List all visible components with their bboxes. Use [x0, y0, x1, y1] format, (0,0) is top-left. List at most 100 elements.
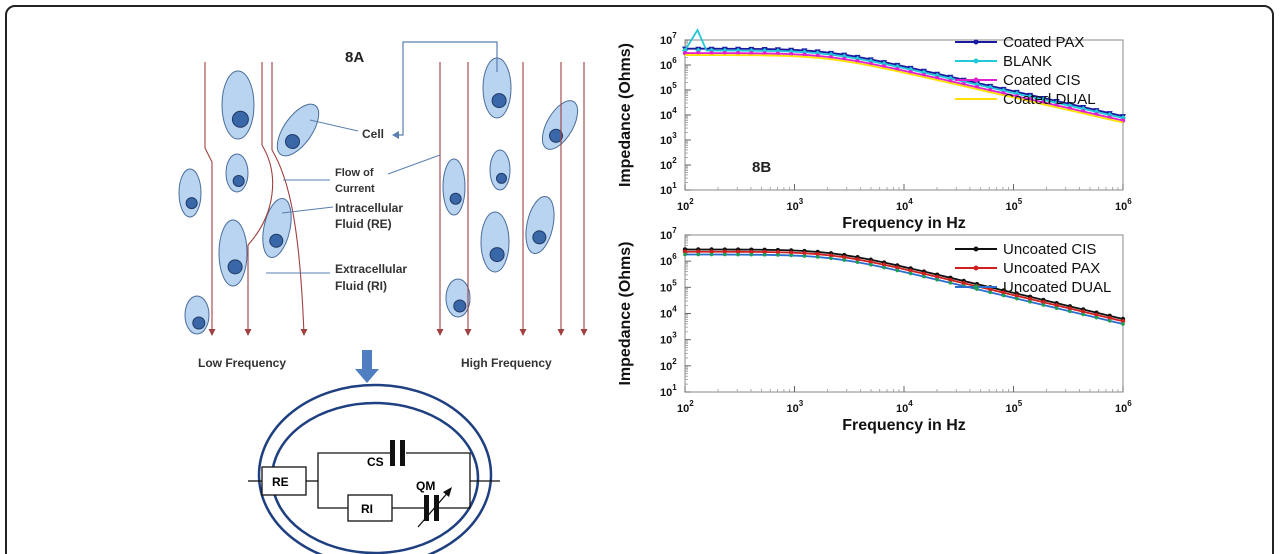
series-marker: [895, 268, 900, 273]
cell-body: [218, 219, 248, 287]
current-arrow-7: [557, 329, 565, 336]
series-marker: [696, 249, 701, 254]
capacitor-qm-plate-2: [434, 495, 439, 521]
series-marker: [1107, 319, 1112, 323]
wire-upper-branch-right: [406, 452, 471, 481]
y-axis-label: Impedance (Ohms): [617, 241, 634, 385]
series-marker: [988, 287, 993, 292]
series-marker: [842, 258, 847, 262]
intra-pointer: [281, 206, 334, 214]
x-tick-label: 102: [677, 399, 694, 415]
chart-bottom: 102 103 104 105 106101102103104105106107Freq…: [617, 226, 1132, 434]
legend-label: Uncoated PAX: [1003, 260, 1100, 277]
y-tick-label: 107: [660, 226, 677, 242]
cell-connector-arrow: [392, 131, 399, 139]
series-marker: [1081, 312, 1085, 317]
wire-qm-right: [439, 481, 471, 509]
cell-body: [262, 198, 292, 258]
series-marker: [815, 251, 820, 257]
resistor-re: [261, 466, 307, 496]
series-marker: [682, 249, 688, 254]
x-tick-label: 102: [677, 197, 694, 213]
cell-body: [525, 196, 555, 254]
label-high-frequency: High Frequency: [461, 356, 552, 370]
plot-frame: [684, 39, 1124, 191]
y-tick-label: 105: [660, 278, 677, 294]
cell-nucleus: [232, 174, 245, 187]
series-marker: [776, 253, 780, 257]
series-line-uncoated-pax: [684, 250, 1124, 323]
resistor-ri: [347, 494, 393, 522]
current-arrow-3: [300, 329, 308, 336]
series-marker: [736, 252, 740, 257]
cell-2: [276, 103, 320, 157]
x-tick-label: 106: [1115, 197, 1132, 213]
series-marker: [828, 253, 834, 258]
cell-connector-line: [396, 41, 498, 136]
cell-7: [184, 295, 210, 335]
series-marker: [869, 262, 873, 267]
series-marker: [1054, 306, 1059, 310]
current-arrow-8: [580, 329, 588, 336]
label-low-frequency: Low Frequency: [198, 356, 286, 370]
chart-top: 102 103 104 105 106101102103104105106107Freq…: [617, 28, 1132, 232]
series-marker: [868, 259, 874, 265]
cell-body: [221, 70, 255, 140]
x-axis-label: Frequency in Hz: [842, 417, 966, 434]
current-arrow-6: [519, 329, 527, 336]
down-arrow-head: [355, 369, 379, 383]
current-arrow-1: [208, 329, 216, 336]
series-marker: [709, 252, 714, 257]
series-marker: [988, 290, 993, 295]
cells-layer: [178, 57, 579, 335]
variable-arrow: [417, 489, 451, 528]
y-tick-label: 101: [660, 383, 677, 399]
panel-8b-charts: 102 103 104 105 106101102103104105106107Freq…: [617, 28, 1132, 434]
x-axis-label: Frequency in Hz: [842, 215, 966, 232]
outer-membrane-ellipse: [257, 383, 493, 554]
cell-13: [525, 196, 555, 254]
series-marker: [723, 252, 727, 257]
series-marker: [921, 271, 927, 276]
series-marker: [1015, 296, 1019, 301]
series-marker: [1014, 293, 1020, 299]
series-marker: [908, 271, 913, 276]
series-marker: [934, 274, 940, 280]
series-marker: [815, 255, 820, 259]
cell-nucleus: [449, 192, 462, 205]
cell-nucleus: [227, 259, 243, 275]
series-marker: [842, 255, 847, 260]
x-tick-label: 104: [896, 399, 913, 415]
y-tick-label: 104: [660, 305, 677, 321]
series-marker: [1041, 303, 1046, 307]
y-axis-label: Impedance (Ohms): [617, 43, 634, 187]
legend-swatch-marker: [973, 284, 979, 290]
series-marker: [1094, 315, 1099, 320]
series-marker: [882, 265, 886, 270]
series-marker: [908, 268, 913, 273]
series-marker: [1094, 312, 1099, 318]
cell-12: [480, 211, 510, 273]
cell-body: [541, 100, 579, 150]
series-marker: [1001, 293, 1006, 298]
y-tick-label: 106: [660, 56, 677, 72]
wire-upper-branch: [317, 452, 390, 481]
series-marker: [762, 253, 767, 257]
legend-swatch-marker: [973, 39, 979, 45]
series-marker: [1107, 315, 1112, 321]
resistor-ri-label: RI: [361, 502, 373, 516]
series-marker: [802, 254, 807, 258]
legend-swatch-marker: [973, 58, 979, 64]
label-flow-line1: Flow of: [335, 167, 374, 179]
cell-pointer: [309, 119, 359, 132]
cell-nucleus: [231, 110, 249, 128]
y-tick-label: 102: [660, 357, 677, 373]
down-arrow-shaft: [362, 350, 372, 370]
series-marker: [948, 281, 953, 285]
current-arrow-5: [464, 329, 472, 336]
series-marker: [1001, 290, 1006, 295]
y-tick-label: 103: [660, 131, 677, 147]
y-tick-label: 103: [660, 331, 677, 347]
y-tick-label: 104: [660, 106, 677, 122]
